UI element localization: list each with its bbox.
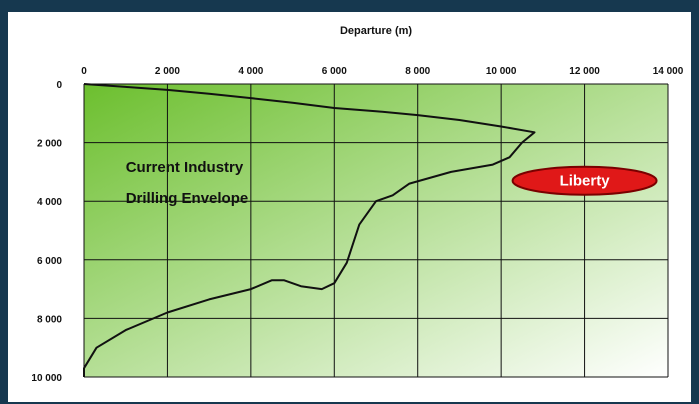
envelope-line xyxy=(83,83,536,377)
liberty-label: Liberty xyxy=(560,173,611,190)
x-tick-label: 8 000 xyxy=(405,66,430,77)
x-axis-title: Departure (m) xyxy=(340,25,412,37)
y-tick-label: 8 000 xyxy=(37,314,62,325)
envelope-label-line-1: Current Industry xyxy=(126,159,244,176)
y-tick-label: 0 xyxy=(56,80,62,91)
liberty-marker xyxy=(511,165,658,196)
y-tick-label: 2 000 xyxy=(37,139,62,150)
envelope-label-line-2: Drilling Envelope xyxy=(126,190,249,207)
x-tick-label: 0 xyxy=(81,66,87,77)
plot-background xyxy=(84,84,668,377)
gridlines xyxy=(83,83,669,378)
x-tick-label: 4 000 xyxy=(238,66,263,77)
x-tick-label: 2 000 xyxy=(155,66,180,77)
y-tick-label: 10 000 xyxy=(31,373,62,384)
x-tick-label: 6 000 xyxy=(322,66,347,77)
x-tick-labels: 0 2 000 4 000 6 000 8 000 10 000 12 000 14 000 xyxy=(81,66,684,77)
y-tick-label: 4 000 xyxy=(37,197,62,208)
x-tick-label: 14 000 xyxy=(653,66,684,77)
y-tick-label: 6 000 xyxy=(37,256,62,267)
x-tick-label: 10 000 xyxy=(486,66,517,77)
y-tick-labels: 0 2 000 4 000 6 000 8 000 10 000 xyxy=(31,80,62,384)
x-tick-label: 12 000 xyxy=(569,66,600,77)
